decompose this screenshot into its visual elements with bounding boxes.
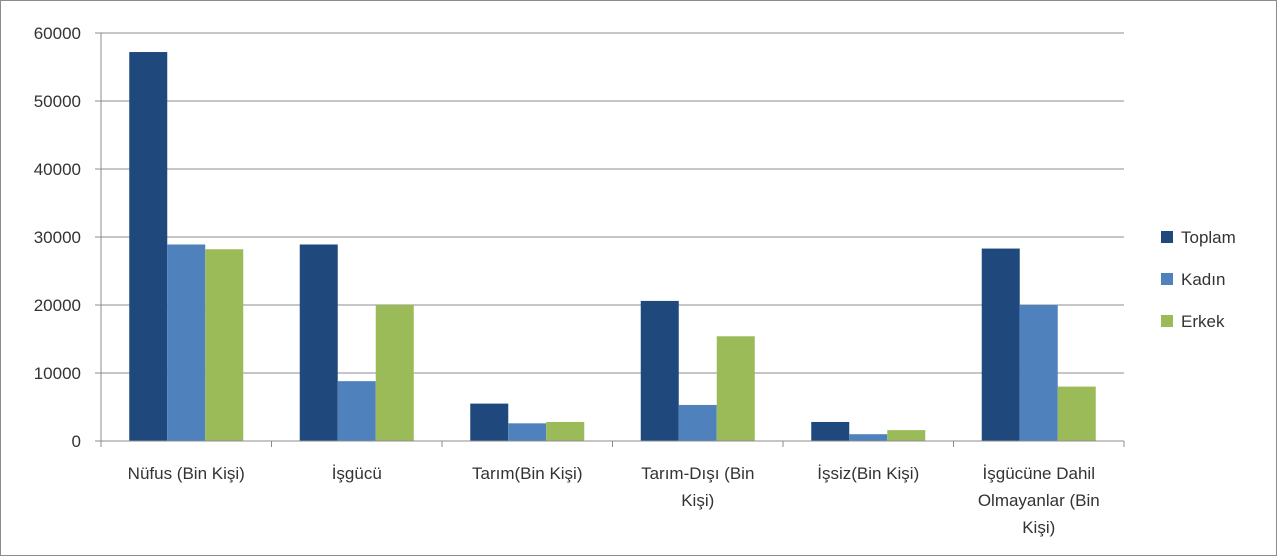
bar-kadın-2 — [508, 423, 547, 441]
x-category-label: İşgücü — [332, 464, 382, 483]
bar-erkek-1 — [375, 305, 414, 441]
x-category-label: İşgücüne Dahil — [983, 464, 1095, 483]
x-category-label: Kişi) — [681, 491, 714, 510]
bar-toplam-4 — [811, 421, 850, 441]
y-tick-label: 0 — [72, 432, 81, 451]
x-category-label: İşsiz(Bin Kişi) — [817, 464, 919, 483]
bar-kadın-3 — [678, 404, 717, 441]
legend-label-erkek: Erkek — [1181, 312, 1225, 331]
legend-label-toplam: Toplam — [1181, 228, 1236, 247]
bar-kadın-5 — [1019, 305, 1058, 441]
bar-erkek-4 — [887, 430, 926, 441]
bar-toplam-2 — [470, 403, 509, 441]
bar-erkek-5 — [1057, 386, 1096, 441]
y-tick-label: 60000 — [34, 24, 81, 43]
y-tick-label: 30000 — [34, 228, 81, 247]
x-category-label: Tarım-Dışı (Bin — [641, 464, 754, 483]
bar-kadın-0 — [167, 244, 206, 441]
bar-erkek-2 — [546, 421, 585, 441]
x-category-label: Tarım(Bin Kişi) — [472, 464, 583, 483]
bar-toplam-0 — [129, 52, 168, 441]
bar-toplam-5 — [981, 248, 1020, 441]
y-tick-label: 20000 — [34, 296, 81, 315]
legend-swatch-toplam — [1161, 231, 1173, 243]
y-tick-label: 40000 — [34, 160, 81, 179]
bar-erkek-3 — [716, 336, 755, 441]
y-tick-label: 10000 — [34, 364, 81, 383]
bar-kadın-4 — [849, 434, 888, 441]
bar-toplam-1 — [299, 244, 338, 441]
bar-erkek-0 — [205, 249, 244, 441]
bar-toplam-3 — [640, 300, 679, 441]
y-tick-label: 50000 — [34, 92, 81, 111]
legend-label-kadın: Kadın — [1181, 270, 1225, 289]
legend-swatch-erkek — [1161, 315, 1173, 327]
bar-kadın-1 — [337, 381, 376, 441]
legend-swatch-kadın — [1161, 273, 1173, 285]
x-category-label: Kişi) — [1022, 518, 1055, 537]
x-category-label: Olmayanlar (Bin — [978, 491, 1100, 510]
x-category-label: Nüfus (Bin Kişi) — [128, 464, 245, 483]
